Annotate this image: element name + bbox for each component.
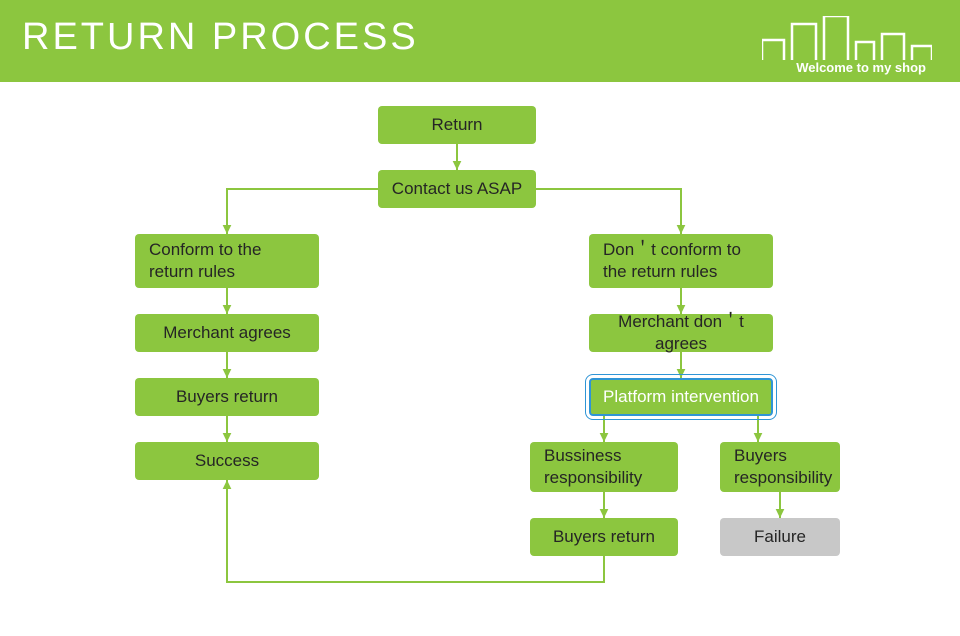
flowchart-canvas: Return Contact us ASAP Conform to the retu… <box>0 82 960 636</box>
node-platform: Platform intervention <box>589 378 773 416</box>
node-m_agree: Merchant agrees <box>135 314 319 352</box>
page-title: RETURN PROCESS <box>22 16 419 59</box>
node-success: Success <box>135 442 319 480</box>
node-b_return2: Buyers return <box>530 518 678 556</box>
node-biz_resp: Bussiness responsibility <box>530 442 678 492</box>
node-conform: Conform to the return rules <box>135 234 319 288</box>
node-contact: Contact us ASAP <box>378 170 536 208</box>
header: RETURN PROCESS Welcome to my shop <box>0 0 960 82</box>
skyline-graphic <box>762 16 932 60</box>
node-failure: Failure <box>720 518 840 556</box>
node-m_disagree: Merchant don＇t agrees <box>589 314 773 352</box>
node-not_conform: Don＇t conform to the return rules <box>589 234 773 288</box>
welcome-text: Welcome to my shop <box>796 60 926 75</box>
node-b_return1: Buyers return <box>135 378 319 416</box>
node-return: Return <box>378 106 536 144</box>
node-buyer_resp: Buyers responsibility <box>720 442 840 492</box>
